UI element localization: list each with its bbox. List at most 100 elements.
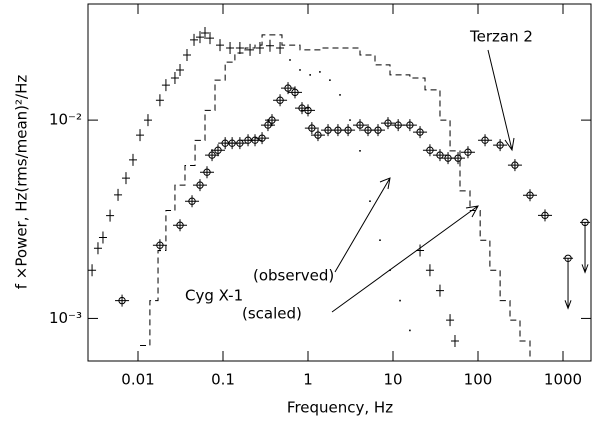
- marker-circle: [454, 154, 462, 162]
- marker: [199, 166, 214, 179]
- marker: [128, 153, 137, 166]
- marker: [563, 257, 574, 310]
- marker: [232, 137, 247, 150]
- arrow: [487, 49, 515, 152]
- data-point: [353, 119, 368, 132]
- x-tick-label: 10: [383, 371, 402, 389]
- marker-circle: [526, 191, 534, 199]
- marker-circle: [196, 181, 204, 189]
- data-point: [205, 149, 220, 162]
- marker-circle: [156, 241, 164, 249]
- marker: [391, 119, 406, 132]
- data-point: [304, 122, 319, 135]
- marker: [255, 132, 270, 145]
- marker: [143, 114, 152, 127]
- marker: [450, 334, 459, 347]
- data-point: [98, 231, 107, 244]
- arrow: [331, 205, 479, 313]
- marker: [246, 43, 255, 56]
- data-point: [522, 189, 537, 202]
- data-point: [246, 43, 255, 56]
- data-point: [295, 102, 310, 115]
- marker-circle: [436, 151, 444, 159]
- marker: [98, 231, 107, 244]
- data-point: [371, 124, 386, 137]
- data-point: [185, 195, 200, 208]
- annotation-arrows: [331, 49, 515, 313]
- data-point: [176, 63, 185, 76]
- data-point: [287, 86, 302, 99]
- x-tick-label: 0.01: [121, 371, 154, 389]
- marker-circle: [511, 161, 519, 169]
- marker: [446, 314, 455, 327]
- marker-circle: [344, 126, 352, 134]
- marker: [341, 124, 356, 137]
- marker: [371, 124, 386, 137]
- marker: [205, 149, 220, 162]
- marker: [435, 284, 444, 297]
- marker-circle: [384, 119, 392, 127]
- data-point: [114, 188, 123, 201]
- marker-circle: [236, 139, 244, 147]
- marker-circle: [308, 124, 316, 132]
- marker-circle: [176, 221, 184, 229]
- marker: [173, 219, 188, 232]
- y-axis-label: f ×Power, Hz(rms/mean)²/Hz: [13, 75, 31, 290]
- data-point: [161, 79, 170, 92]
- data-point: [478, 134, 493, 147]
- data-point: [136, 129, 145, 142]
- annotation: Terzan 2: [469, 28, 533, 46]
- marker: [106, 209, 115, 222]
- data-point: [422, 144, 437, 157]
- marker: [192, 179, 207, 192]
- marker-circle: [581, 218, 589, 227]
- marker-circle: [276, 96, 284, 104]
- marker-circle: [416, 128, 424, 136]
- data-point: [216, 39, 225, 52]
- marker: [264, 114, 279, 127]
- data-point: [255, 132, 270, 145]
- marker: [295, 102, 310, 115]
- marker-circle: [203, 168, 211, 176]
- data-point: [106, 209, 115, 222]
- marker: [493, 139, 508, 152]
- plot-area: [88, 26, 591, 361]
- marker: [190, 33, 199, 46]
- marker: [88, 264, 97, 277]
- marker: [93, 242, 102, 255]
- data-point: [310, 129, 325, 142]
- marker: [416, 244, 425, 257]
- marker: [226, 41, 235, 54]
- annotation: Cyg X-1: [185, 287, 243, 305]
- data-point: [580, 218, 591, 274]
- data-point: [425, 264, 434, 277]
- marker: [310, 129, 325, 142]
- marker-circle: [426, 146, 434, 154]
- marker: [478, 134, 493, 147]
- annotation: (observed): [253, 267, 334, 285]
- data-point: [170, 72, 179, 85]
- marker: [287, 86, 302, 99]
- marker-circle: [258, 134, 266, 142]
- data-point: [190, 33, 199, 46]
- marker-circle: [291, 88, 299, 97]
- marker: [265, 39, 274, 52]
- marker: [402, 119, 417, 132]
- marker-circle: [264, 121, 272, 129]
- marker-circle: [268, 116, 276, 124]
- data-point: [402, 119, 417, 132]
- data-point: [260, 119, 275, 132]
- marker-circle: [356, 121, 364, 129]
- data-point: [450, 334, 459, 347]
- data-point: [265, 39, 274, 52]
- data-point: [264, 114, 279, 127]
- data-point: [301, 104, 316, 117]
- data-point: [435, 284, 444, 297]
- y-tick-label: 10⁻²: [49, 111, 82, 129]
- data-point: [232, 137, 247, 150]
- data-point: [276, 41, 285, 54]
- annotation: (scaled): [242, 305, 302, 323]
- marker: [255, 41, 264, 54]
- marker-circle: [406, 121, 414, 129]
- marker-circle: [251, 136, 259, 144]
